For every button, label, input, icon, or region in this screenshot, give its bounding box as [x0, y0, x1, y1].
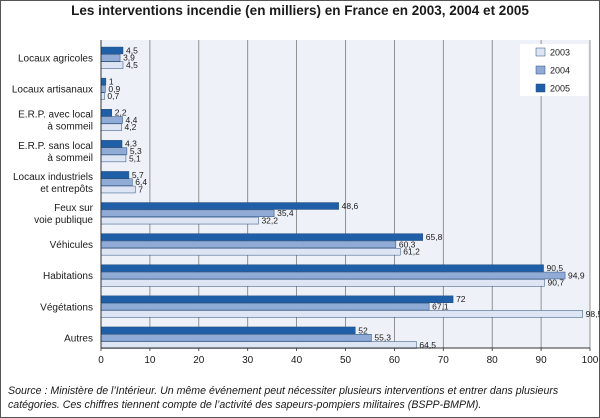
data-label: 4,5: [126, 45, 138, 55]
bar-2005: [100, 264, 544, 272]
data-label: 5,7: [132, 170, 144, 180]
bar-2003: [100, 279, 545, 287]
category-label: Locaux industriels et entrepôts: [13, 172, 93, 195]
category-label: Autres: [64, 333, 93, 344]
data-label: 5,1: [129, 153, 141, 163]
bar-2003: [100, 248, 401, 256]
category-label: Feux sur voie publique: [34, 203, 94, 226]
data-label: 4,2: [125, 122, 137, 132]
bar-2005: [100, 326, 356, 335]
data-label: 4,4: [126, 115, 138, 125]
data-label: 2,2: [115, 108, 127, 118]
data-label: 48,6: [342, 201, 359, 211]
bar-2005: [100, 202, 339, 210]
bar-2004: [100, 178, 133, 186]
bar-2004: [100, 240, 397, 249]
data-label: 1: [109, 76, 114, 86]
x-tick-label: 90: [536, 355, 548, 366]
bar-2004: [100, 209, 275, 218]
source-note: Source : Ministère de l’Intérieur. Un mê…: [8, 385, 559, 411]
data-label: 4,5: [126, 60, 138, 70]
bar-2005: [100, 46, 124, 55]
data-label: 3,9: [123, 53, 135, 63]
bar-2003: [100, 61, 124, 69]
data-label: 90,5: [547, 263, 564, 273]
x-tick-label: 20: [193, 355, 205, 366]
bar-2005: [100, 233, 424, 241]
bar-2003: [100, 216, 259, 225]
x-tick-label: 100: [582, 355, 599, 366]
data-label: 5,3: [130, 146, 142, 156]
x-tick-label: 60: [389, 355, 401, 366]
data-label: 61,2: [403, 247, 420, 257]
data-label: 6,4: [135, 177, 147, 187]
x-tick-label: 10: [144, 355, 156, 366]
category-label: Locaux artisanaux: [12, 85, 93, 96]
data-label: 0,7: [107, 91, 119, 101]
legend-box: [520, 44, 588, 96]
data-label: 64,5: [419, 340, 436, 350]
data-label: 90,7: [548, 278, 565, 288]
data-label: 67,1: [432, 301, 449, 311]
bar-2004: [100, 334, 372, 342]
bar-2004: [100, 85, 106, 93]
data-label: 52: [358, 325, 368, 335]
bar-2004: [100, 147, 128, 155]
bar-2005: [100, 171, 130, 179]
bar-2004: [100, 302, 430, 311]
data-label: 4,3: [125, 139, 137, 149]
bar-2004: [100, 116, 123, 124]
category-label: E.R.P. sans local à sommeil: [18, 141, 93, 164]
data-label: 65,8: [426, 232, 443, 242]
bar-2003: [100, 123, 122, 131]
legend-swatch-2004: [535, 65, 546, 75]
data-label: 72: [456, 294, 466, 304]
category-label: Véhicules: [50, 240, 93, 251]
bar-2005: [100, 295, 454, 304]
data-label: 60,3: [399, 239, 416, 249]
data-label: 98,5: [586, 309, 600, 319]
legend-swatch-2005: [535, 83, 546, 93]
category-label: Locaux agricoles: [18, 54, 93, 65]
bar-2004: [100, 271, 566, 280]
bar-2005: [100, 140, 123, 148]
x-tick-label: 70: [438, 355, 450, 366]
category-label: E.R.P. avec local à sommeil: [18, 110, 93, 133]
legend-label: 2005: [550, 84, 570, 94]
bar-2003: [100, 341, 417, 349]
bar-2003: [100, 185, 136, 194]
bar-2003: [100, 154, 127, 163]
category-label: Végétations: [40, 302, 93, 313]
legend-label: 2004: [550, 66, 570, 76]
legend-swatch-2003: [535, 47, 546, 57]
x-tick-label: 80: [487, 355, 499, 366]
bar-2003: [100, 92, 105, 100]
x-tick-label: 0: [98, 355, 104, 366]
data-label: 94,9: [568, 270, 585, 280]
bar-2005: [100, 77, 107, 86]
bar-2005: [100, 109, 113, 117]
x-tick-label: 30: [242, 355, 254, 366]
data-label: 32,2: [261, 215, 278, 225]
x-tick-label: 40: [291, 355, 303, 366]
legend-label: 2003: [550, 48, 570, 58]
data-label: 55,3: [374, 333, 391, 343]
data-label: 35,4: [277, 208, 294, 218]
chart-title: Les interventions incendie (en milliers)…: [71, 3, 529, 18]
x-tick-label: 50: [340, 355, 352, 366]
data-label: 7: [138, 184, 143, 194]
bar-2003: [100, 310, 583, 318]
bar-2004: [100, 54, 121, 62]
category-label: Habitations: [43, 271, 93, 282]
data-label: 0,9: [108, 84, 120, 94]
